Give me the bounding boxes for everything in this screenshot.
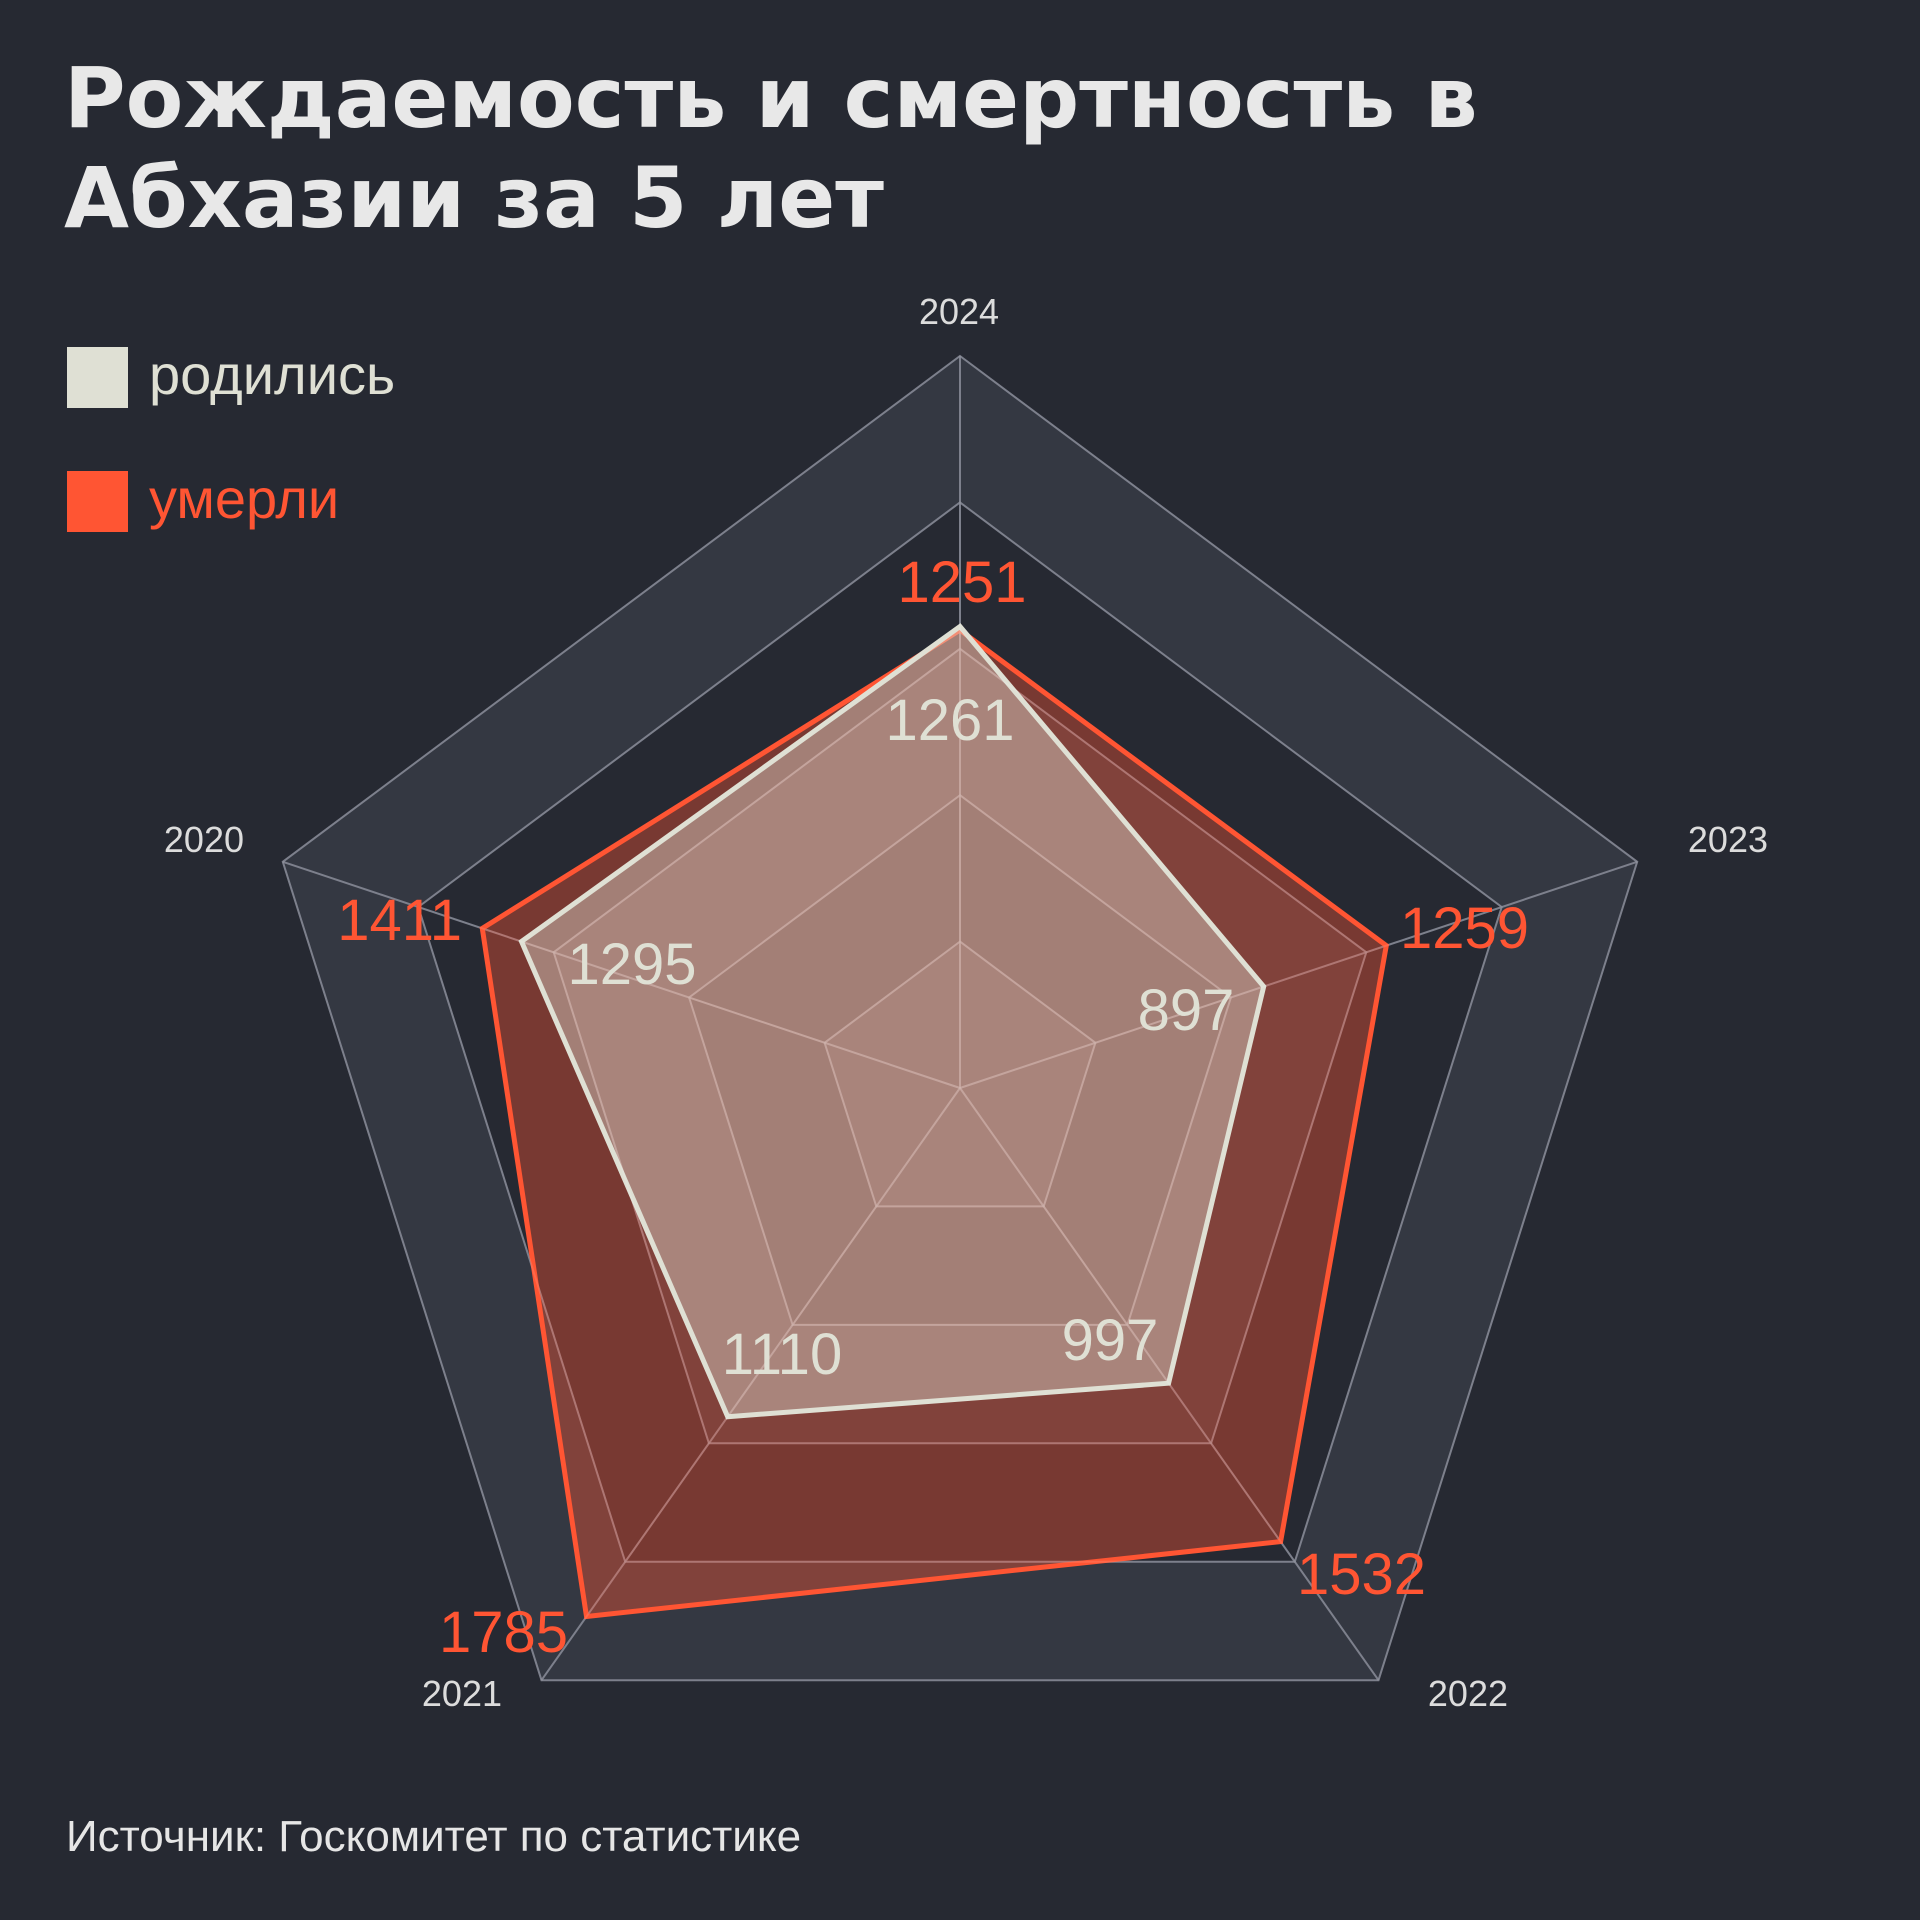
grid-ring-overlay — [823, 940, 1097, 1208]
axis-label-2021: 2021 — [422, 1673, 502, 1714]
axis-label-2023: 2023 — [1688, 819, 1768, 860]
value-label-born: 1110 — [722, 1322, 842, 1387]
legend-swatch-born — [67, 347, 128, 408]
value-label-died: 1251 — [897, 550, 1026, 615]
grid-ring-overlay — [281, 354, 1639, 1682]
value-label-died: 1785 — [439, 1600, 568, 1665]
value-label-born: 997 — [1062, 1308, 1159, 1373]
grid-ring-overlay — [687, 793, 1233, 1326]
legend-swatch-died — [67, 471, 128, 532]
value-label-born: 897 — [1138, 978, 1235, 1043]
axis-label-2024: 2024 — [919, 291, 999, 332]
axis-label-2022: 2022 — [1428, 1673, 1508, 1714]
value-label-born: 1295 — [567, 932, 696, 997]
value-label-born: 1261 — [885, 688, 1014, 753]
grid-spoke-overlay — [959, 1087, 1380, 1681]
value-label-died: 1411 — [337, 888, 462, 953]
legend-label-died: умерли — [149, 467, 340, 530]
grid-spoke-overlay — [959, 860, 1638, 1089]
grid-spoke-overlay — [282, 860, 961, 1089]
value-label-died: 1259 — [1400, 896, 1529, 961]
grid-spoke — [282, 860, 961, 1089]
grid-spoke — [540, 1087, 961, 1681]
series-born-area — [518, 623, 1267, 1420]
axis-label-2020: 2020 — [164, 819, 244, 860]
legend-label-born: родились — [149, 343, 396, 406]
grid-ring-overlay — [552, 647, 1368, 1445]
value-label-died: 1532 — [1297, 1542, 1426, 1607]
axis-labels: 2024 2023 2022 2021 2020 — [164, 291, 1768, 1714]
grid-spoke-overlay — [540, 1087, 961, 1681]
data-labels: 1251 1259 1532 1785 1411 1261 897 997 1110 1295 — [337, 550, 1529, 1665]
grid-spoke — [959, 860, 1638, 1089]
source-note: Источник: Госкомитет по статистике — [66, 1812, 802, 1861]
chart-title: Рождаемость и смертность в Абхазии за 5 … — [64, 49, 1478, 247]
grid-overlay — [281, 354, 1639, 1682]
data-series — [479, 623, 1390, 1620]
grid-ring-overlay — [417, 501, 1503, 1563]
